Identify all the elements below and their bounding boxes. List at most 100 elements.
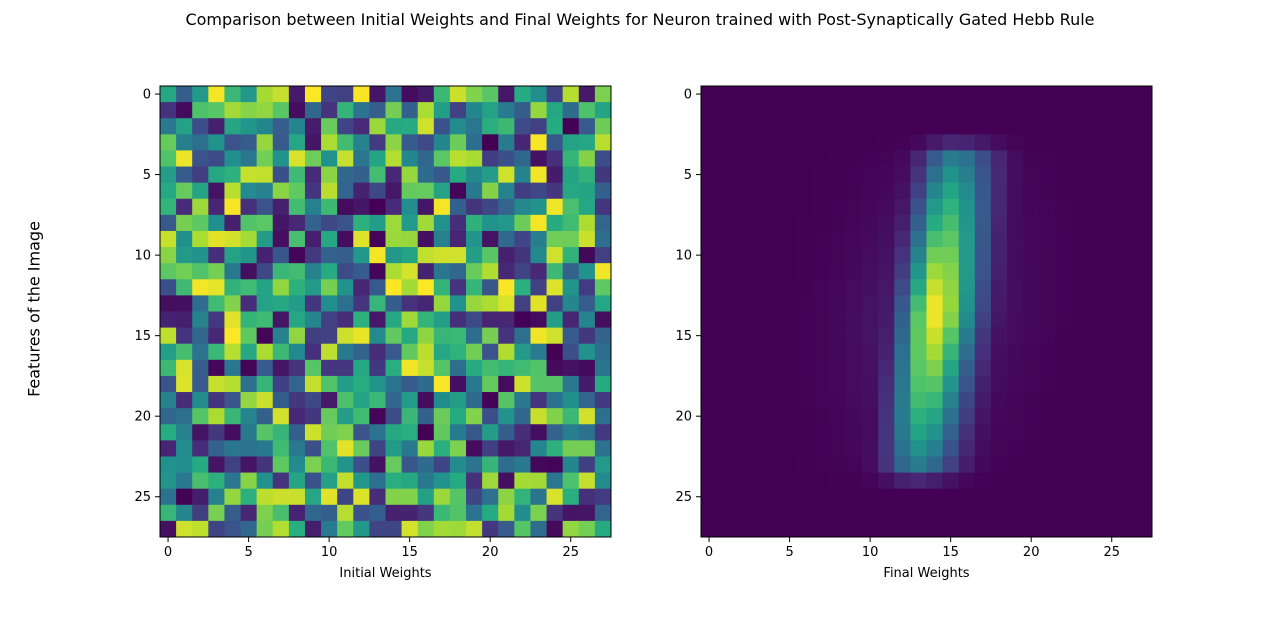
heatmap-cell (926, 488, 944, 506)
heatmap-cell (224, 166, 241, 184)
heatmap-cell (578, 424, 596, 441)
heatmap-cell (272, 214, 290, 232)
heatmap-cell (878, 392, 895, 409)
heatmap-cell (1087, 198, 1105, 216)
heatmap-cell (974, 182, 992, 200)
heatmap-cell (353, 343, 370, 361)
heatmap-cell (417, 343, 435, 361)
heatmap-cell (1023, 279, 1040, 296)
heatmap-cell (926, 295, 944, 312)
heatmap-cell (240, 520, 258, 538)
heatmap-cell (749, 86, 766, 103)
heatmap-cell (717, 102, 734, 119)
heatmap-cell (1087, 440, 1105, 457)
heatmap-cell (781, 408, 799, 425)
heatmap-cell (1023, 327, 1040, 345)
heatmap-cell (765, 214, 782, 232)
heatmap-cell (337, 198, 354, 216)
heatmap-cell (701, 456, 718, 473)
heatmap-cell (1119, 295, 1137, 312)
heatmap-cell (733, 392, 750, 409)
heatmap-cell (1007, 134, 1024, 151)
heatmap-cell (240, 166, 258, 184)
heatmap-cell (433, 263, 451, 280)
heatmap-cell (1023, 504, 1040, 522)
heatmap-cell (417, 263, 435, 280)
heatmap-cell (449, 279, 467, 296)
heatmap-cell (594, 424, 612, 441)
heatmap-cell (845, 214, 863, 232)
heatmap-cell (926, 134, 944, 151)
heatmap-cell (974, 247, 992, 264)
heatmap-cell (1103, 311, 1121, 329)
heatmap-cell (466, 311, 483, 329)
heatmap-cell (1039, 488, 1056, 506)
heatmap-cell (321, 504, 338, 522)
heatmap-cell (369, 343, 386, 361)
heatmap-cell (845, 488, 863, 506)
heatmap-cell (974, 263, 992, 280)
heatmap-cell (1055, 504, 1072, 522)
heatmap-cell (546, 327, 564, 345)
heatmap-cell (845, 279, 863, 296)
heatmap-cell (1023, 456, 1040, 473)
heatmap-cell (594, 247, 612, 264)
heatmap-cell (942, 279, 960, 296)
heatmap-cell (256, 311, 274, 329)
heatmap-cell (1087, 375, 1105, 393)
heatmap-cell (878, 279, 895, 296)
heatmap-cell (1023, 182, 1040, 200)
heatmap-cell (594, 86, 612, 103)
heatmap-cell (1007, 118, 1024, 135)
heatmap-cell (749, 359, 766, 377)
heatmap-cell (160, 520, 177, 538)
heatmap-cell (514, 343, 531, 361)
heatmap-cell (1023, 150, 1040, 167)
heatmap-cell (498, 230, 515, 248)
heatmap-cell (304, 472, 322, 490)
heatmap-cell (192, 488, 209, 506)
heatmap-cell (974, 327, 992, 345)
heatmap-cell (1103, 327, 1121, 345)
heatmap-cell (797, 166, 815, 184)
heatmap-cell (717, 440, 734, 457)
heatmap-cell (701, 424, 718, 441)
heatmap-cell (321, 520, 338, 538)
heatmap-cell (845, 392, 863, 409)
heatmap-cell (288, 343, 306, 361)
heatmap-cell (385, 488, 403, 506)
heatmap-cell (749, 343, 766, 361)
heatmap-cell (337, 343, 354, 361)
heatmap-cell (401, 488, 419, 506)
heatmap-cell (797, 279, 815, 296)
heatmap-cell (1119, 408, 1137, 425)
heatmap-cell (530, 424, 547, 441)
heatmap-cell (482, 520, 499, 538)
heatmap-cell (466, 327, 483, 345)
heatmap-cell (813, 504, 831, 522)
heatmap-cell (1007, 150, 1024, 167)
heatmap-cell (353, 472, 370, 490)
heatmap-cell (733, 214, 750, 232)
heatmap-cell (910, 86, 927, 103)
heatmap-cell (733, 166, 750, 184)
heatmap-cell (1055, 472, 1072, 490)
heatmap-cell (401, 359, 419, 377)
heatmap-cell (765, 247, 782, 264)
heatmap-cell (749, 279, 766, 296)
heatmap-cell (1055, 134, 1072, 151)
heatmap-cell (482, 86, 499, 103)
heatmap-cell (765, 295, 782, 312)
heatmap-cell (942, 134, 960, 151)
heatmap-cell (176, 504, 193, 522)
x-tick-label: 5 (785, 545, 793, 560)
heatmap-cell (1135, 295, 1153, 312)
heatmap-cell (797, 86, 815, 103)
heatmap-cell (401, 472, 419, 490)
heatmap-cell (514, 424, 531, 441)
heatmap-cell (1039, 134, 1056, 151)
heatmap-cell (466, 150, 483, 167)
heatmap-cell (878, 263, 895, 280)
heatmap-cell (701, 279, 718, 296)
heatmap-cell (272, 198, 290, 216)
